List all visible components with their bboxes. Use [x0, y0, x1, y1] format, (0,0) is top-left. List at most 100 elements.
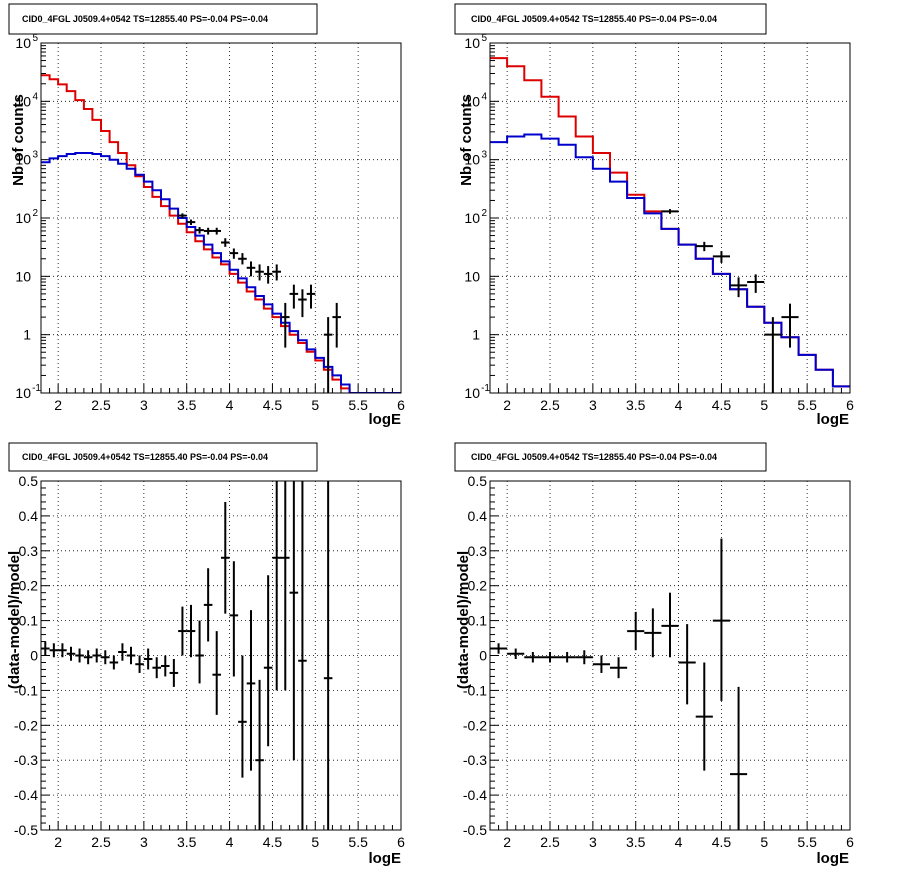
counts-panel-right: CID0_4FGL J0509.4+0542 TS=12855.40 PS=-0… [454, 3, 854, 428]
x-tick-label: 2 [54, 834, 62, 850]
data-point [541, 652, 559, 663]
y-tick-label: 10 [15, 385, 31, 401]
y-tick-label: -0.4 [14, 787, 38, 803]
data-point [238, 655, 247, 778]
x-tick-label: 4.5 [263, 834, 283, 850]
title-box [8, 442, 318, 472]
data-point [212, 631, 221, 715]
y-tick-label: -0.5 [14, 822, 38, 838]
y-tick-exponent: 3 [481, 150, 487, 161]
data-point [58, 643, 67, 658]
y-tick-label: -0.4 [463, 787, 487, 803]
data-point [730, 686, 748, 830]
x-tick-label: 3 [589, 834, 597, 850]
data-point [92, 648, 101, 663]
data-point [263, 266, 273, 284]
x-tick-label: 4 [226, 397, 234, 413]
data-point [161, 655, 170, 677]
data-point [195, 620, 204, 684]
x-tick-label: 4 [675, 397, 683, 413]
data-point [644, 608, 662, 658]
y-axis-label: (data-model)/model [6, 551, 23, 689]
data-point [281, 481, 290, 691]
x-tick-label: 3.5 [177, 397, 197, 413]
plot-area: 2 2.5 3 3.5 4 4.5 5 5.5 6 -0.5 -0.4 -0.3 -0.2 -0.1 0 0.… [14, 473, 405, 850]
y-tick-label: 0.4 [468, 508, 488, 524]
data-point [255, 679, 264, 830]
data-point [49, 643, 59, 658]
y-axis-label: Nb of counts [458, 94, 475, 186]
y-tick-exponent: -1 [481, 383, 490, 394]
y-tick-label: 1 [23, 327, 31, 343]
data-point [323, 317, 333, 393]
y-tick-label: 0.4 [19, 508, 39, 524]
data-point [298, 481, 307, 830]
y-tick-label: 0.3 [468, 543, 488, 559]
x-tick-label: 5 [760, 397, 768, 413]
x-tick-label: 3.5 [177, 834, 197, 850]
data-point [490, 643, 508, 654]
data-point [592, 655, 610, 673]
x-tick-label: 2.5 [540, 397, 560, 413]
data-point [186, 219, 196, 225]
data-point [178, 213, 187, 218]
y-axis-label: (data-model)/model [455, 551, 472, 689]
x-tick-label: 5 [311, 834, 319, 850]
data-point [203, 568, 213, 642]
plot-area: 2 2.5 3 3.5 4 4.5 5 5.5 6 -0.5 -0.4 -0.3 -0.2 -0.1 0 0.… [463, 473, 854, 850]
x-tick-label: 6 [397, 397, 405, 413]
y-tick-label: 10 [15, 93, 31, 109]
x-tick-label: 3 [140, 397, 148, 413]
data-point [764, 317, 782, 393]
x-tick-label: 5.5 [797, 834, 817, 850]
x-tick-label: 5.5 [348, 397, 368, 413]
chart-title: CID0_4FGL J0509.4+0542 TS=12855.40 PS=-0… [471, 14, 717, 24]
data-point [75, 648, 84, 663]
y-tick-label: 0.1 [19, 613, 39, 629]
data-point [272, 264, 281, 281]
data-point [83, 650, 93, 665]
residual-panel-right: CID0_4FGL J0509.4+0542 TS=12855.40 PS=-0… [454, 442, 854, 867]
x-tick-label: 4.5 [712, 397, 732, 413]
x-tick-label: 5.5 [348, 834, 368, 850]
x-tick-label: 3.5 [626, 834, 646, 850]
data-point [306, 284, 316, 309]
y-tick-label: 10 [15, 152, 31, 168]
title-box [8, 3, 318, 35]
data-point [186, 604, 196, 658]
y-tick-exponent: 3 [32, 150, 38, 161]
x-tick-label: 5 [311, 397, 319, 413]
total-model-histogram [41, 74, 401, 393]
y-tick-label: 0.3 [19, 543, 39, 559]
y-tick-label: -0.1 [463, 682, 487, 698]
y-tick-label: 10 [464, 152, 480, 168]
source-model-histogram [490, 133, 850, 388]
data-point [41, 641, 50, 656]
plot-frame [40, 42, 402, 394]
y-tick-label: 0 [30, 648, 38, 664]
data-point [169, 658, 179, 687]
y-tick-exponent: 5 [481, 33, 487, 44]
x-tick-label: 6 [846, 834, 854, 850]
y-tick-exponent: 5 [32, 33, 38, 44]
residual-panel-left: CID0_4FGL J0509.4+0542 TS=12855.40 PS=-0… [6, 442, 405, 867]
data-point [126, 646, 136, 665]
y-tick-exponent: 4 [481, 91, 487, 102]
y-tick-label: 0.1 [468, 613, 488, 629]
data-point [281, 302, 290, 348]
data-point [289, 284, 299, 309]
data-point [323, 481, 333, 830]
chart-title: CID0_4FGL J0509.4+0542 TS=12855.40 PS=-0… [22, 14, 268, 24]
data-point [747, 274, 765, 293]
data-point [221, 501, 230, 614]
y-tick-label: 10 [464, 210, 480, 226]
title-box [454, 3, 767, 35]
data-point [212, 227, 221, 235]
counts-panel-left: CID0_4FGL J0509.4+0542 TS=12855.40 PS=-0… [8, 3, 405, 428]
y-axis-label: Nb of counts [10, 94, 27, 186]
data-point [238, 253, 247, 265]
source-model-histogram [41, 152, 401, 393]
data-point [263, 575, 273, 747]
y-tick-exponent: 2 [481, 208, 487, 219]
